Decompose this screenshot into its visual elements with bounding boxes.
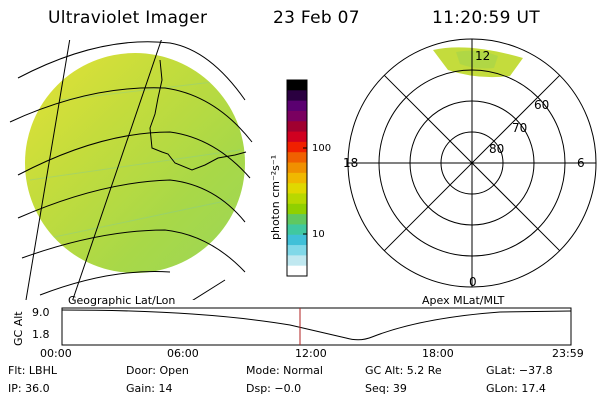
colorbar-band bbox=[287, 203, 307, 215]
colorbar-band bbox=[287, 214, 307, 226]
seq-info: Seq: 39 bbox=[365, 382, 407, 395]
time-tick-0600: 06:00 bbox=[167, 347, 199, 360]
colorbar-band bbox=[287, 131, 307, 143]
time-tick-1200: 12:00 bbox=[295, 347, 327, 360]
colorbar-band bbox=[287, 141, 307, 153]
colorbar-band bbox=[287, 162, 307, 174]
colorbar-gradient bbox=[287, 80, 307, 277]
glat-info: GLat: −37.8 bbox=[486, 364, 553, 377]
altitude-plot-frame bbox=[61, 307, 572, 346]
colorbar-band bbox=[287, 100, 307, 112]
altitude-ylabel: GC Alt bbox=[12, 311, 25, 346]
colorbar: 100 10 photon cm⁻²s⁻¹ bbox=[269, 79, 331, 277]
mlt-label-6: 6 bbox=[577, 156, 585, 170]
time-tick-0000: 00:00 bbox=[40, 347, 72, 360]
lat-label-70: 70 bbox=[512, 121, 527, 135]
door-info: Door: Open bbox=[126, 364, 189, 377]
mlt-label-18: 18 bbox=[343, 156, 358, 170]
colorbar-tick-10: 10 bbox=[312, 229, 325, 240]
colorbar-tick-100: 100 bbox=[312, 143, 331, 154]
filter-info: Flt: LBHL bbox=[8, 364, 57, 377]
instrument-title: Ultraviolet Imager bbox=[48, 8, 208, 28]
colorbar-frame bbox=[286, 79, 308, 277]
colorbar-band bbox=[287, 172, 307, 184]
lat-lon-grid bbox=[9, 40, 253, 300]
geographic-caption: Geographic Lat/Lon bbox=[68, 294, 176, 307]
polar-plot: 12 18 6 0 60 70 80 bbox=[343, 38, 597, 289]
colorbar-band bbox=[287, 183, 307, 195]
lat-label-80: 80 bbox=[489, 142, 504, 156]
glon-info: GLon: 17.4 bbox=[486, 382, 546, 395]
lat-label-60: 60 bbox=[534, 98, 549, 112]
earth-disk bbox=[25, 53, 245, 273]
colorbar-band bbox=[287, 110, 307, 122]
altitude-plot: 9.0 1.8 GC Alt 00:00 06:00 12:00 18:00 2… bbox=[12, 306, 584, 360]
gc-alt-info: GC Alt: 5.2 Re bbox=[365, 364, 442, 377]
colorbar-band bbox=[287, 193, 307, 205]
time-label: 11:20:59 UT bbox=[432, 8, 540, 28]
ip-info: IP: 36.0 bbox=[8, 382, 50, 395]
mlt-label-12: 12 bbox=[475, 49, 490, 63]
time-tick-2359: 23:59 bbox=[552, 347, 584, 360]
colorbar-band bbox=[287, 265, 307, 277]
colorbar-band bbox=[287, 152, 307, 164]
mlt-label-0: 0 bbox=[469, 275, 477, 289]
colorbar-band bbox=[287, 90, 307, 102]
colorbar-band bbox=[287, 224, 307, 236]
colorbar-band bbox=[287, 80, 307, 91]
dsp-info: Dsp: −0.0 bbox=[246, 382, 302, 395]
mode-info: Mode: Normal bbox=[246, 364, 323, 377]
date-label: 23 Feb 07 bbox=[273, 8, 360, 28]
colorbar-band bbox=[287, 255, 307, 267]
colorbar-band bbox=[287, 121, 307, 133]
altitude-tick-9: 9.0 bbox=[32, 306, 50, 319]
altitude-curve bbox=[61, 309, 572, 341]
colorbar-unit-label: photon cm⁻²s⁻¹ bbox=[269, 155, 282, 240]
colorbar-band bbox=[287, 245, 307, 256]
time-tick-1800: 18:00 bbox=[422, 347, 454, 360]
apex-caption: Apex MLat/MLT bbox=[422, 294, 505, 307]
colorbar-band bbox=[287, 234, 307, 246]
altitude-tick-1-8: 1.8 bbox=[32, 328, 50, 341]
geographic-image bbox=[9, 40, 253, 300]
gain-info: Gain: 14 bbox=[126, 382, 173, 395]
